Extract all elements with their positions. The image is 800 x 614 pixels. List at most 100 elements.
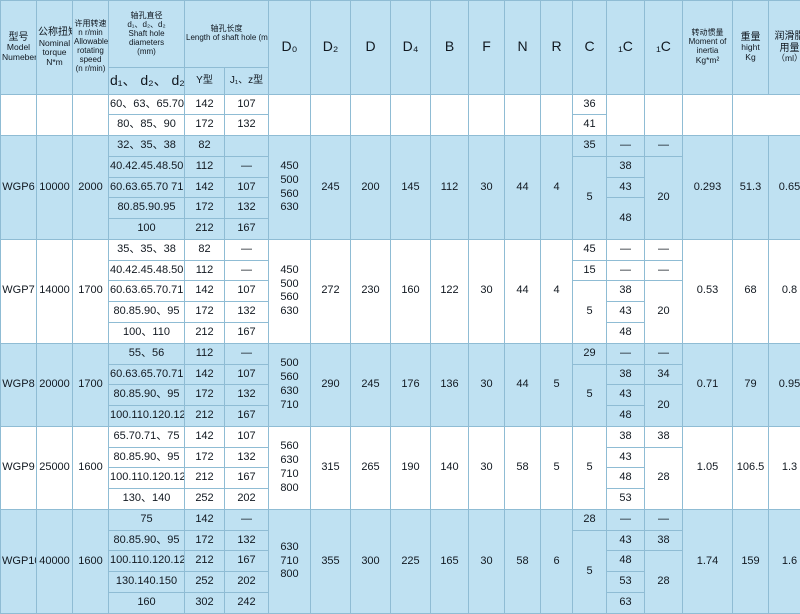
header-bore-zh: 轴孔直径 bbox=[130, 10, 163, 20]
cell-D2: 315 bbox=[310, 425, 351, 510]
cell-C2: 28 bbox=[644, 446, 683, 510]
header-speed-en3: speed bbox=[79, 55, 102, 65]
cell-D0-value: 630 bbox=[280, 201, 299, 214]
header-B: B bbox=[430, 0, 469, 95]
cell-nominal-torque: 10000 bbox=[36, 135, 73, 240]
cell-shaft-len-jz: 132 bbox=[224, 529, 269, 552]
cell-F: 30 bbox=[468, 238, 505, 344]
cell-D: 230 bbox=[350, 238, 391, 344]
cell-bore-diameter: 60、63、65.70、71、75 bbox=[108, 93, 185, 116]
cell-shaft-len-y: 82 bbox=[184, 238, 225, 261]
cell-D: 265 bbox=[350, 425, 391, 510]
cell-shaft-len-jz: 167 bbox=[224, 550, 269, 573]
cell-bore-diameter: 100.110.120.125 bbox=[108, 467, 185, 490]
cell-bore-diameter: 75 bbox=[108, 508, 185, 531]
cell-shaft-len-y: 172 bbox=[184, 446, 225, 469]
cell-D0: 500 560 630 710 bbox=[268, 342, 311, 427]
cell-F bbox=[468, 93, 505, 137]
cell-C1: 53 bbox=[606, 571, 645, 593]
cell-shaft-len-jz: 107 bbox=[224, 93, 269, 116]
cell-bore-diameter: 130.140.150 bbox=[108, 571, 185, 593]
cell-model: WGP10 bbox=[0, 508, 37, 614]
cell-shaft-len-y: 212 bbox=[184, 322, 225, 344]
table-row: 80.85.90、95 172 132 43 28 bbox=[1, 446, 800, 510]
header-bore-diameter: 轴孔直径 d₁、d₂、d₂ Shaft hole diameters (mm) bbox=[108, 0, 185, 69]
header-weight-unit: Kg bbox=[745, 51, 756, 62]
header-R: R bbox=[540, 0, 573, 95]
header-speed-en1: Allowable bbox=[74, 37, 109, 47]
cell-weight: 51.3 bbox=[732, 135, 769, 240]
header-model-en1: Model bbox=[6, 42, 31, 53]
cell-D0-value: 560 bbox=[280, 187, 299, 200]
cell-R: 4 bbox=[540, 135, 573, 240]
cell-allowable-speed: 1600 bbox=[72, 508, 109, 614]
cell-D4: 160 bbox=[390, 238, 431, 344]
header-C2: ₁C bbox=[644, 0, 683, 95]
cell-D0-value: 560 bbox=[280, 371, 299, 384]
header-inertia-en2: inertia bbox=[696, 46, 719, 55]
header-bore-unit: (mm) bbox=[137, 46, 156, 56]
cell-moment-of-inertia bbox=[606, 93, 645, 137]
header-speed-sub: n r/min bbox=[78, 28, 103, 38]
cell-moment-of-inertia: 0.71 bbox=[682, 342, 733, 427]
cell-grease-volume: 0.95 bbox=[768, 342, 800, 427]
cell-grease-volume bbox=[682, 93, 733, 137]
header-weight-zh: 重量 bbox=[740, 32, 761, 44]
table-row: 100.110.120.125 212 167 48 bbox=[1, 467, 800, 490]
header-weight-en: hight bbox=[741, 42, 760, 53]
cell-model: WGP7 bbox=[0, 238, 37, 344]
header-model: 型号 Model Numeber bbox=[0, 0, 37, 95]
cell-R: 5 bbox=[540, 425, 573, 510]
cell-N: 44 bbox=[504, 238, 541, 344]
cell-allowable-speed bbox=[72, 93, 109, 137]
cell-C2: — bbox=[644, 342, 683, 365]
cell-bore-diameter: 80.85.90.95 bbox=[108, 197, 185, 220]
cell-shaft-len-jz: 132 bbox=[224, 384, 269, 407]
cell-C: 5 bbox=[572, 280, 607, 344]
cell-C: 5 bbox=[572, 363, 607, 427]
cell-D: 200 bbox=[350, 135, 391, 240]
cell-C1: — bbox=[606, 238, 645, 261]
header-shaft-y-type: Y型 bbox=[184, 67, 225, 95]
cell-C1: 38 bbox=[606, 363, 645, 386]
cell-D0-value: 630 bbox=[280, 305, 299, 318]
cell-C2: 34 bbox=[644, 363, 683, 386]
header-model-en2: Numeber bbox=[2, 51, 37, 62]
cell-C1: 38 bbox=[606, 155, 645, 178]
cell-R bbox=[540, 93, 573, 137]
cell-D0-value: 560 bbox=[280, 440, 299, 453]
cell-B: 165 bbox=[430, 508, 469, 614]
cell-B: 112 bbox=[430, 135, 469, 240]
header-bore-symbols: d₁、 d₂、 d₂ bbox=[108, 67, 185, 95]
cell-D2: 272 bbox=[310, 238, 351, 344]
cell-shaft-len-y: 172 bbox=[184, 301, 225, 323]
cell-C2: — bbox=[644, 259, 683, 282]
header-torque-unit: N*m bbox=[46, 56, 63, 67]
cell-C2: 28 bbox=[644, 550, 683, 614]
cell-shaft-len-y: 172 bbox=[184, 384, 225, 407]
cell-bore-diameter: 80.85.90、95 bbox=[108, 384, 185, 407]
cell-C: 15 bbox=[572, 259, 607, 282]
cell-grease-volume: 1.6 bbox=[768, 508, 800, 614]
cell-shaft-len-jz: 107 bbox=[224, 425, 269, 448]
cell-C1: 43 bbox=[606, 529, 645, 552]
cell-model: WGP6 bbox=[0, 135, 37, 240]
cell-shaft-len-y: 142 bbox=[184, 280, 225, 303]
cell-shaft-len-y: 82 bbox=[184, 135, 225, 157]
header-inertia-zh: 转动惯量 bbox=[691, 28, 724, 38]
cell-bore-diameter: 80、85、90 bbox=[108, 114, 185, 137]
cell-D0-value: 450 bbox=[280, 263, 299, 276]
header-torque-en2: torque bbox=[42, 47, 67, 58]
cell-D0: 450 500 560 630 bbox=[268, 135, 311, 240]
cell-D0: 630 710 800 bbox=[268, 508, 311, 614]
table-row: WGP1040000160075142—63071080035530022516… bbox=[0, 508, 800, 614]
cell-D0-value: 560 bbox=[280, 291, 299, 304]
header-speed-en2: rotating bbox=[77, 46, 104, 56]
header-grease: 润滑脂 用量 （ml） bbox=[768, 0, 800, 95]
